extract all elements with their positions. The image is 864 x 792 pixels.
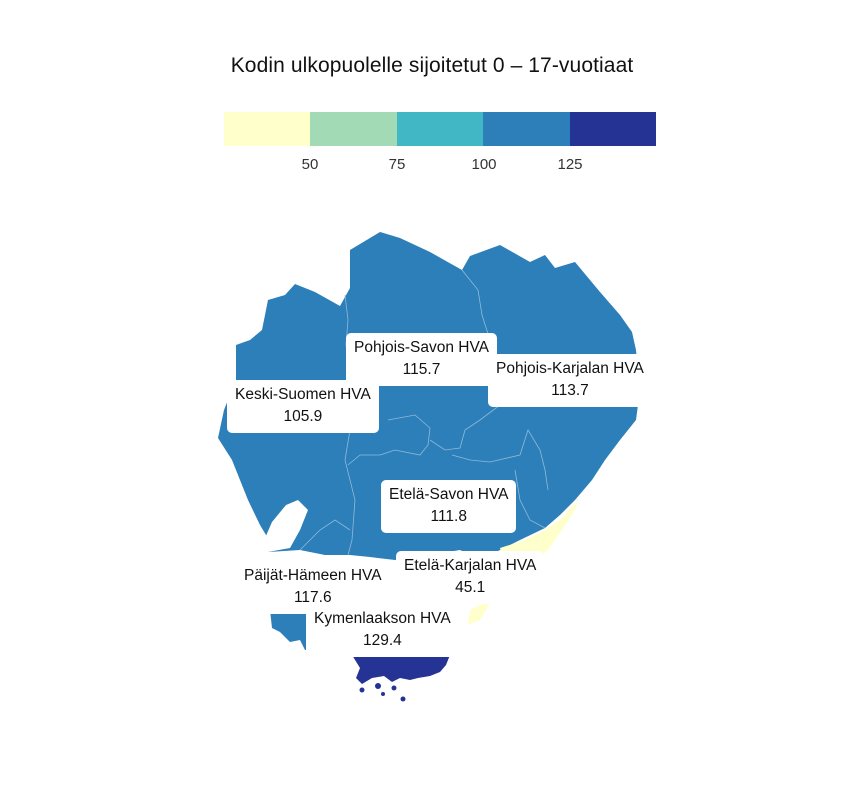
island-1	[375, 683, 381, 689]
label-kymenlaakso-value: 129.4	[362, 632, 402, 649]
island-4	[400, 696, 406, 702]
label-etela-karjala-value: 45.1	[455, 579, 486, 596]
label-pohjois-karjala: Pohjois-Karjalan HVA 113.7	[488, 354, 652, 407]
legend-swatch-4	[483, 112, 570, 146]
island-5	[381, 692, 385, 696]
label-keski-suomi-value: 105.9	[283, 408, 323, 425]
label-paijat-hame-name: Päijät-Hämeen HVA	[244, 567, 382, 584]
legend-tick-50: 50	[301, 156, 319, 173]
label-etela-savo-name: Etelä-Savon HVA	[389, 486, 509, 503]
label-keski-suomi-name: Keski-Suomen HVA	[235, 386, 371, 403]
label-paijat-hame-value: 117.6	[293, 589, 332, 606]
label-etela-savo-value: 111.8	[430, 508, 467, 525]
label-pohjois-savo-name: Pohjois-Savon HVA	[354, 339, 489, 356]
legend-swatch-1	[224, 112, 311, 146]
region-kymenlaakso[interactable]	[352, 655, 450, 684]
legend-swatch-5	[569, 112, 657, 146]
legend-tick-125: 125	[557, 156, 583, 173]
legend-tick-100: 100	[471, 156, 497, 173]
legend-swatch-2	[310, 112, 397, 146]
map-title: Kodin ulkopuolelle sijoitetut 0 – 17-vuo…	[230, 54, 634, 77]
label-kymenlaakso: Kymenlaakson HVA 129.4	[306, 604, 459, 657]
label-etela-karjala: Etelä-Karjalan HVA 45.1	[396, 551, 545, 604]
legend-swatch-3	[396, 112, 484, 146]
lake-area	[262, 500, 308, 552]
label-etela-karjala-name: Etelä-Karjalan HVA	[404, 557, 537, 574]
label-etela-savo: Etelä-Savon HVA 111.8	[381, 480, 517, 533]
label-pohjois-karjala-name: Pohjois-Karjalan HVA	[496, 360, 644, 377]
island-3	[359, 687, 365, 693]
legend-tick-75: 75	[388, 156, 406, 173]
label-pohjois-savo: Pohjois-Savon HVA 115.7	[346, 333, 497, 386]
region-main-area[interactable]	[218, 232, 640, 560]
island-2	[391, 685, 397, 691]
label-kymenlaakso-name: Kymenlaakson HVA	[314, 610, 451, 627]
color-legend	[224, 112, 657, 146]
label-pohjois-karjala-value: 113.7	[551, 382, 589, 399]
label-pohjois-savo-value: 115.7	[402, 361, 441, 378]
label-keski-suomi: Keski-Suomen HVA 105.9	[227, 380, 379, 433]
